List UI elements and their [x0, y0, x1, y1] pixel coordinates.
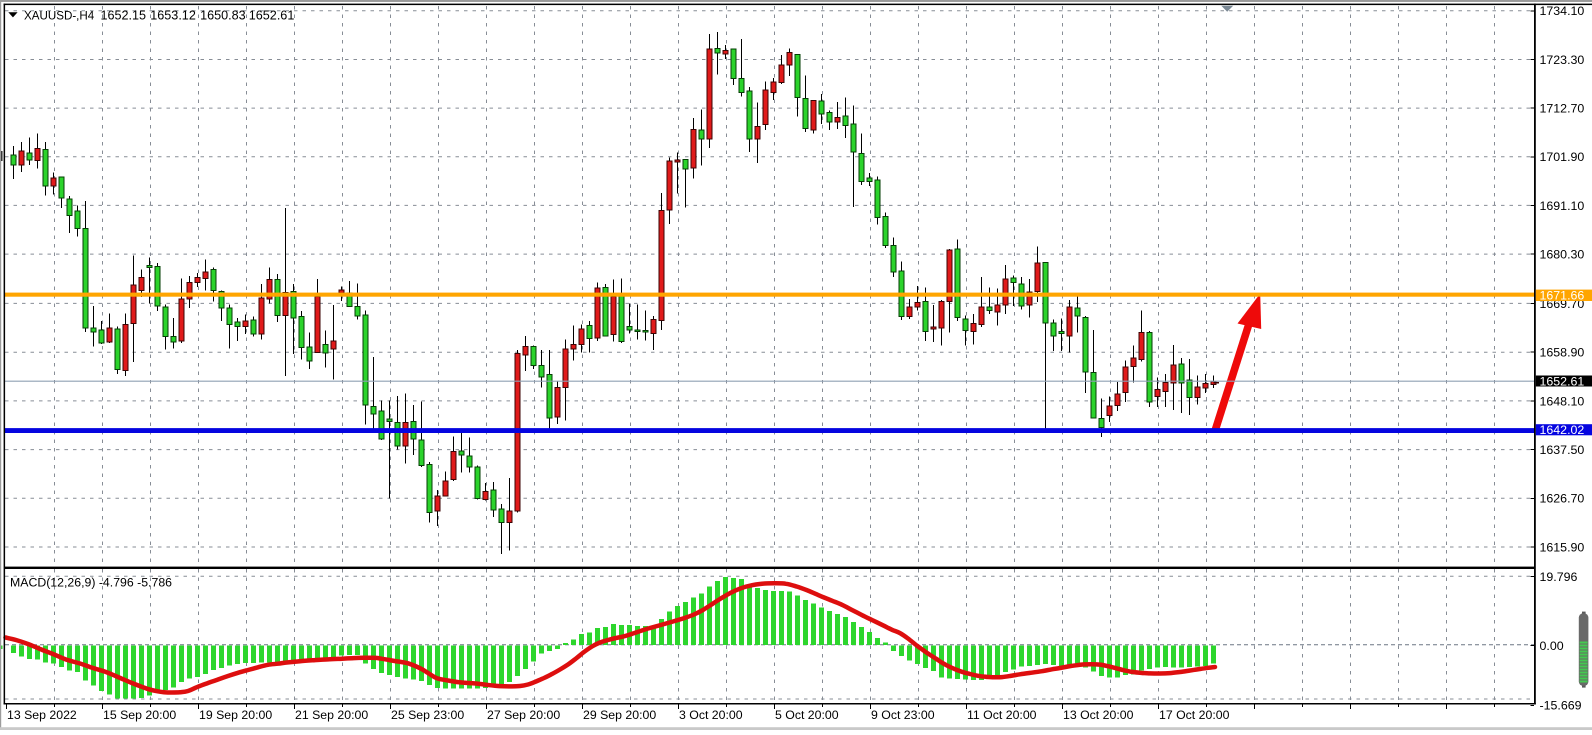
- svg-text:1652.61: 1652.61: [1540, 374, 1585, 388]
- svg-text:21 Sep 20:00: 21 Sep 20:00: [295, 708, 368, 722]
- svg-text:19.796: 19.796: [1540, 570, 1578, 584]
- svg-text:1712.70: 1712.70: [1540, 102, 1585, 116]
- svg-text:1658.90: 1658.90: [1540, 346, 1585, 360]
- svg-text:1648.10: 1648.10: [1540, 394, 1585, 408]
- svg-text:-15.669: -15.669: [1540, 699, 1582, 713]
- svg-text:1691.10: 1691.10: [1540, 199, 1585, 213]
- svg-text:15 Sep 20:00: 15 Sep 20:00: [103, 708, 176, 722]
- svg-text:0.00: 0.00: [1540, 639, 1564, 653]
- svg-text:1642.02: 1642.02: [1540, 423, 1585, 437]
- svg-text:13 Oct 20:00: 13 Oct 20:00: [1063, 708, 1134, 722]
- svg-text:1652.61: 1652.61: [249, 8, 295, 22]
- svg-text:29 Sep 20:00: 29 Sep 20:00: [583, 708, 656, 722]
- svg-text:9 Oct 23:00: 9 Oct 23:00: [871, 708, 935, 722]
- svg-text:1734.10: 1734.10: [1540, 4, 1585, 18]
- svg-text:1650.83: 1650.83: [200, 8, 246, 22]
- svg-text:XAUUSD-,H4: XAUUSD-,H4: [24, 9, 95, 22]
- svg-text:1626.70: 1626.70: [1540, 492, 1585, 506]
- svg-text:1637.50: 1637.50: [1540, 443, 1585, 457]
- svg-text:1653.12: 1653.12: [150, 8, 196, 22]
- svg-text:11 Oct 20:00: 11 Oct 20:00: [967, 708, 1037, 722]
- svg-text:MACD(12,26,9) -4.796 -5.786: MACD(12,26,9) -4.796 -5.786: [10, 576, 172, 590]
- svg-text:1671.66: 1671.66: [1540, 289, 1585, 303]
- svg-text:19 Sep 20:00: 19 Sep 20:00: [199, 708, 272, 722]
- svg-text:1701.90: 1701.90: [1540, 150, 1585, 164]
- svg-text:1615.90: 1615.90: [1540, 540, 1585, 554]
- svg-text:5 Oct 20:00: 5 Oct 20:00: [775, 708, 839, 722]
- svg-text:13 Sep 2022: 13 Sep 2022: [7, 708, 77, 722]
- svg-text:1723.30: 1723.30: [1540, 53, 1585, 67]
- svg-text:3 Oct 20:00: 3 Oct 20:00: [679, 708, 743, 722]
- svg-text:1680.30: 1680.30: [1540, 248, 1585, 262]
- svg-text:25 Sep 23:00: 25 Sep 23:00: [391, 708, 464, 722]
- svg-text:1652.15: 1652.15: [101, 8, 147, 22]
- svg-text:27 Sep 20:00: 27 Sep 20:00: [487, 708, 560, 722]
- svg-text:17 Oct 20:00: 17 Oct 20:00: [1159, 708, 1230, 722]
